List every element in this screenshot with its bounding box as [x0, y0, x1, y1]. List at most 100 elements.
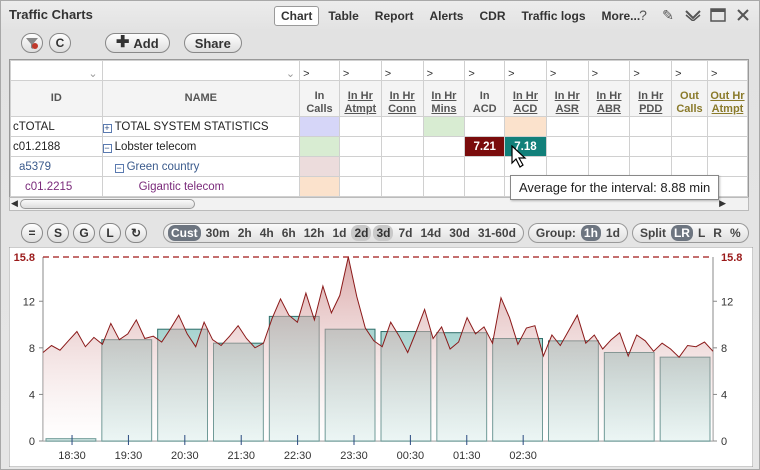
range-1d[interactable]: 1d: [332, 226, 347, 240]
col-in-hr-conn[interactable]: In Hr Conn: [380, 80, 424, 117]
filter-in-hr-mins[interactable]: >: [422, 60, 466, 81]
cell: [629, 136, 673, 157]
range-30m[interactable]: 30m: [205, 226, 230, 240]
filter-in-hr-asr[interactable]: >: [545, 60, 589, 81]
range-7d[interactable]: 7d: [398, 226, 413, 240]
filter-in-calls[interactable]: >: [299, 60, 340, 81]
menu-report[interactable]: Report: [374, 9, 414, 23]
collapse-icon[interactable]: −: [114, 162, 124, 173]
cell: [706, 136, 748, 157]
close-icon[interactable]: [733, 5, 753, 25]
cell: [464, 176, 506, 197]
col-in-hr-asr[interactable]: In Hr ASR: [545, 80, 589, 117]
menu-chart[interactable]: Chart: [274, 6, 320, 26]
cell: [629, 116, 673, 137]
cell: [380, 116, 424, 137]
group-label: Group:: [535, 226, 576, 240]
group-selector: Group: 1h 1d: [527, 223, 628, 243]
filter-out-calls[interactable]: >: [671, 60, 708, 81]
row-id: cTOTAL: [10, 116, 103, 137]
filter-name[interactable]: ⌄: [101, 60, 301, 81]
collapse-chevron-icon[interactable]: [683, 5, 703, 25]
expand-icon[interactable]: +: [103, 122, 112, 133]
menu-table[interactable]: Table: [328, 9, 359, 23]
col-out-hr-atmpt[interactable]: Out Hr Atmpt: [706, 80, 748, 117]
cell: [338, 136, 382, 157]
mouse-cursor-icon: [511, 145, 527, 168]
scroll-left-icon[interactable]: ◀: [11, 198, 18, 208]
x-tick-label: 21:30: [227, 450, 255, 462]
refresh-icon[interactable]: ↻: [125, 223, 147, 243]
range-4h[interactable]: 4h: [259, 226, 274, 240]
col-in-acd[interactable]: In ACD: [464, 80, 506, 117]
cell: [587, 136, 631, 157]
range-cust[interactable]: Cust: [168, 225, 201, 241]
equal-button[interactable]: =: [21, 223, 43, 243]
group-1d[interactable]: 1d: [605, 226, 620, 240]
cell: [338, 116, 382, 137]
col-name[interactable]: NAME: [101, 80, 301, 117]
col-in-hr-atmpt[interactable]: In Hr Atmpt: [338, 80, 382, 117]
col-out-calls[interactable]: Out Calls: [671, 80, 708, 117]
filter-in-hr-pdd[interactable]: >: [629, 60, 673, 81]
window-controls: ? ✎: [633, 5, 753, 25]
range-selector: Cust 30m 2h 4h 6h 12h 1d 2d 3d 7d 14d 30…: [163, 223, 524, 243]
filter-in-hr-abr[interactable]: >: [587, 60, 631, 81]
scroll-right-icon[interactable]: ▶: [719, 198, 726, 208]
col-in-hr-abr[interactable]: In Hr ABR: [587, 80, 631, 117]
help-icon[interactable]: ?: [639, 7, 647, 23]
range-31-60d[interactable]: 31-60d: [477, 226, 516, 240]
cell: [587, 116, 631, 137]
range-6h[interactable]: 6h: [281, 226, 296, 240]
filter-in-acd[interactable]: >: [464, 60, 506, 81]
cell: [545, 156, 589, 177]
table-row[interactable]: c01.2188 − Lobster telecom 7.21 7.18: [10, 136, 748, 157]
cell: [299, 136, 340, 157]
range-14d[interactable]: 14d: [420, 226, 442, 240]
split-lr[interactable]: LR: [670, 225, 693, 241]
filter-id[interactable]: ⌄: [10, 60, 103, 81]
filter-out-hr-atmpt[interactable]: >: [706, 60, 748, 81]
clear-filter-button[interactable]: [21, 33, 43, 53]
l-button[interactable]: L: [99, 223, 121, 243]
x-tick-label: 22:30: [284, 450, 312, 462]
col-in-hr-acd[interactable]: In Hr ACD: [504, 80, 547, 117]
horizontal-scrollbar[interactable]: ◀ ▶: [9, 197, 749, 211]
range-30d[interactable]: 30d: [449, 226, 470, 240]
menu-traffic-logs[interactable]: Traffic logs: [521, 9, 586, 23]
row-name: + TOTAL SYSTEM STATISTICS: [101, 116, 301, 137]
col-in-hr-mins[interactable]: In Hr Mins: [422, 80, 466, 117]
s-button[interactable]: S: [47, 223, 69, 243]
add-button[interactable]: ✚ Add: [105, 33, 170, 53]
range-3d[interactable]: 3d: [373, 225, 394, 241]
split-r[interactable]: R: [713, 226, 722, 240]
in-acd-value[interactable]: 7.21: [464, 136, 506, 157]
menu-more[interactable]: More...: [601, 9, 641, 23]
table-row[interactable]: a5379 − Green country: [10, 156, 748, 177]
split-percent[interactable]: %: [729, 226, 741, 240]
share-button[interactable]: Share: [183, 33, 242, 53]
menu-alerts[interactable]: Alerts: [429, 9, 464, 23]
filter-in-hr-atmpt[interactable]: >: [338, 60, 382, 81]
split-label: Split: [639, 226, 666, 240]
table-row[interactable]: cTOTAL + TOTAL SYSTEM STATISTICS: [10, 116, 748, 137]
cell: [629, 156, 673, 177]
c-button[interactable]: C: [49, 33, 71, 53]
maximize-icon[interactable]: [708, 5, 728, 25]
col-in-calls[interactable]: In Calls: [299, 80, 340, 117]
filter-in-hr-conn[interactable]: >: [380, 60, 424, 81]
group-1h[interactable]: 1h: [580, 225, 601, 241]
collapse-icon[interactable]: −: [103, 142, 112, 153]
range-12h[interactable]: 12h: [303, 226, 325, 240]
filter-in-hr-acd[interactable]: >: [504, 60, 547, 81]
range-2h[interactable]: 2h: [237, 226, 252, 240]
range-2d[interactable]: 2d: [351, 225, 372, 241]
pencil-icon[interactable]: ✎: [662, 6, 674, 23]
g-button[interactable]: G: [73, 223, 95, 243]
split-l[interactable]: L: [697, 226, 706, 240]
menu-cdr[interactable]: CDR: [479, 9, 506, 23]
scroll-thumb[interactable]: [20, 199, 195, 209]
col-id[interactable]: ID: [10, 80, 103, 117]
col-in-hr-pdd[interactable]: In Hr PDD: [629, 80, 673, 117]
